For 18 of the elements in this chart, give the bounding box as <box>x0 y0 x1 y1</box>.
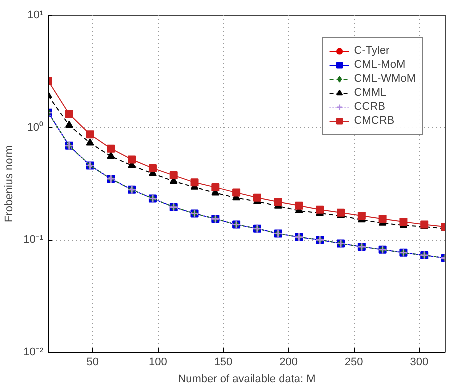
x-tick-label: 100 <box>149 356 168 368</box>
legend-label: C-Tyler <box>354 44 390 58</box>
y-tick-label: 10⁻¹ <box>24 234 44 246</box>
legend-label: CMML <box>354 86 387 100</box>
x-tick-label: 150 <box>214 356 233 368</box>
legend-label: CML-MoM <box>354 58 406 72</box>
y-tick-label: 10⁻² <box>24 346 44 358</box>
legend-label: CML-WMoM <box>354 72 416 86</box>
x-tick-label: 250 <box>344 356 364 368</box>
x-tick-label: 50 <box>86 356 100 368</box>
y-axis-title: Frobenius norm <box>4 145 16 223</box>
legend-label: CMCRB <box>354 114 395 128</box>
legend-label: CCRB <box>354 100 386 114</box>
y-tick-label: 10⁰ <box>27 120 44 134</box>
x-tick-label: 300 <box>410 356 429 368</box>
x-axis-title: Number of available data: M <box>178 374 316 386</box>
y-tick-label: 10¹ <box>28 10 44 22</box>
x-tick-label: 200 <box>280 356 298 368</box>
